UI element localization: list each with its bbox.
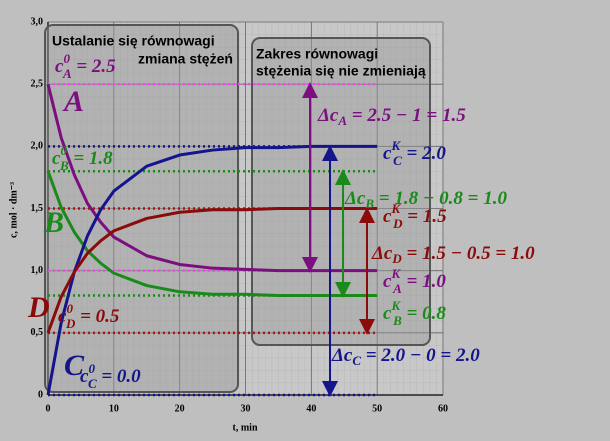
annotation-rest: = 2.5 − 1 = 1.5 bbox=[347, 105, 466, 126]
annotation-sup: K bbox=[390, 266, 401, 281]
annotation-var: Δc bbox=[317, 105, 339, 126]
x-tick-label: 50 bbox=[372, 403, 382, 414]
annotation-sub: A bbox=[392, 281, 402, 296]
annotation-sub: A bbox=[337, 113, 347, 128]
y-tick-label: 0 bbox=[38, 389, 43, 400]
phase-subtitle: stężenia się nie zmieniają bbox=[256, 63, 426, 79]
annotation: c0 D = 0.5 bbox=[58, 301, 120, 331]
annotation-var: c bbox=[383, 143, 392, 164]
annotation: cK A = 1.0 bbox=[383, 266, 446, 296]
y-tick-label: 2,0 bbox=[31, 141, 44, 152]
y-tick-label: 2,5 bbox=[31, 78, 44, 89]
annotation-sub: A bbox=[62, 66, 72, 81]
series-label: D bbox=[27, 291, 50, 324]
annotation: cK B = 0.8 bbox=[383, 298, 446, 328]
annotation: c0 B = 1.8 bbox=[52, 143, 113, 173]
annotation-var: Δc bbox=[331, 345, 353, 366]
arrows bbox=[302, 82, 375, 397]
annotation-sub: B bbox=[59, 158, 69, 173]
annotation-sub: D bbox=[391, 251, 402, 266]
phase-title: Zakres równowagi bbox=[256, 46, 378, 62]
annotation-var: Δc bbox=[371, 243, 393, 264]
annotation-sub: B bbox=[392, 313, 402, 328]
annotation-sup: 0 bbox=[88, 361, 95, 376]
annotation: c0 C = 0.0 bbox=[80, 361, 141, 391]
annotation-sub: C bbox=[88, 376, 97, 391]
y-tick-label: 1,0 bbox=[31, 265, 44, 276]
annotation-var: c bbox=[383, 271, 392, 292]
annotation-sub: D bbox=[65, 316, 76, 331]
annotation: cK C = 2.0 bbox=[383, 138, 446, 168]
series-label: B bbox=[43, 206, 64, 239]
x-axis-label: t, min bbox=[233, 422, 258, 433]
annotation-sup: K bbox=[390, 138, 401, 153]
x-tick-label: 60 bbox=[438, 403, 448, 414]
annotation-rest: = 1.8 bbox=[69, 148, 114, 169]
annotation-var: c bbox=[80, 366, 89, 387]
annotation: ΔcD = 1.5 − 0.5 = 1.0 bbox=[371, 243, 535, 266]
series-label: A bbox=[62, 85, 84, 118]
annotation-rest: = 1.5 − 0.5 = 1.0 bbox=[402, 243, 535, 264]
annotation-sub: C bbox=[393, 153, 402, 168]
annotation-rest: = 1.8 − 0.8 = 1.0 bbox=[374, 188, 507, 209]
annotation-sup: K bbox=[390, 201, 401, 216]
annotation-rest: = 1.0 bbox=[402, 271, 447, 292]
annotation-rest: = 0.0 bbox=[97, 366, 142, 387]
annotation-rest: = 2.0 bbox=[402, 143, 447, 164]
annotation-rest: = 0.5 bbox=[75, 306, 120, 327]
annotation-sup: 0 bbox=[66, 301, 73, 316]
annotation: ΔcA = 2.5 − 1 = 1.5 bbox=[317, 105, 466, 128]
annotation-sub: B bbox=[364, 196, 374, 211]
annotation-sup: K bbox=[390, 298, 401, 313]
annotation-var: c bbox=[383, 206, 392, 227]
y-tick-label: 3,0 bbox=[31, 16, 44, 27]
annotation-var: Δc bbox=[344, 188, 366, 209]
annotation: ΔcB = 1.8 − 0.8 = 1.0 bbox=[344, 188, 507, 211]
x-tick-label: 40 bbox=[306, 403, 316, 414]
phase-subtitle: zmiana stężeń bbox=[138, 51, 233, 67]
annotation-var: c bbox=[58, 306, 67, 327]
annotation-rest: = 2.5 bbox=[72, 56, 117, 77]
y-tick-label: 0,5 bbox=[31, 327, 44, 338]
phase-title: Ustalanie się równowagi bbox=[52, 33, 215, 49]
x-tick-label: 30 bbox=[241, 403, 251, 414]
annotation-rest: = 2.0 − 0 = 2.0 bbox=[361, 345, 480, 366]
annotation-sub: D bbox=[392, 216, 403, 231]
x-tick-label: 20 bbox=[175, 403, 185, 414]
y-tick-label: 1,5 bbox=[31, 203, 44, 214]
annotation: cK D = 1.5 bbox=[383, 201, 447, 231]
x-tick-label: 10 bbox=[109, 403, 119, 414]
annotation-sup: 0 bbox=[60, 143, 67, 158]
annotation: ΔcC = 2.0 − 0 = 2.0 bbox=[331, 345, 480, 368]
x-tick-label: 0 bbox=[46, 403, 51, 414]
annotation-var: c bbox=[383, 303, 392, 324]
line bbox=[46, 170, 378, 298]
annotation: c0 A = 2.5 bbox=[55, 51, 116, 81]
series-label: C bbox=[64, 349, 85, 382]
annotation-var: c bbox=[52, 148, 61, 169]
annotation-var: c bbox=[55, 56, 64, 77]
annotation-sup: 0 bbox=[63, 51, 70, 66]
annotation-rest: = 1.5 bbox=[403, 206, 448, 227]
annotation-rest: = 0.8 bbox=[402, 303, 447, 324]
annotation-sub: C bbox=[352, 353, 361, 368]
y-axis-label: c, mol · dm⁻³ bbox=[8, 182, 19, 238]
